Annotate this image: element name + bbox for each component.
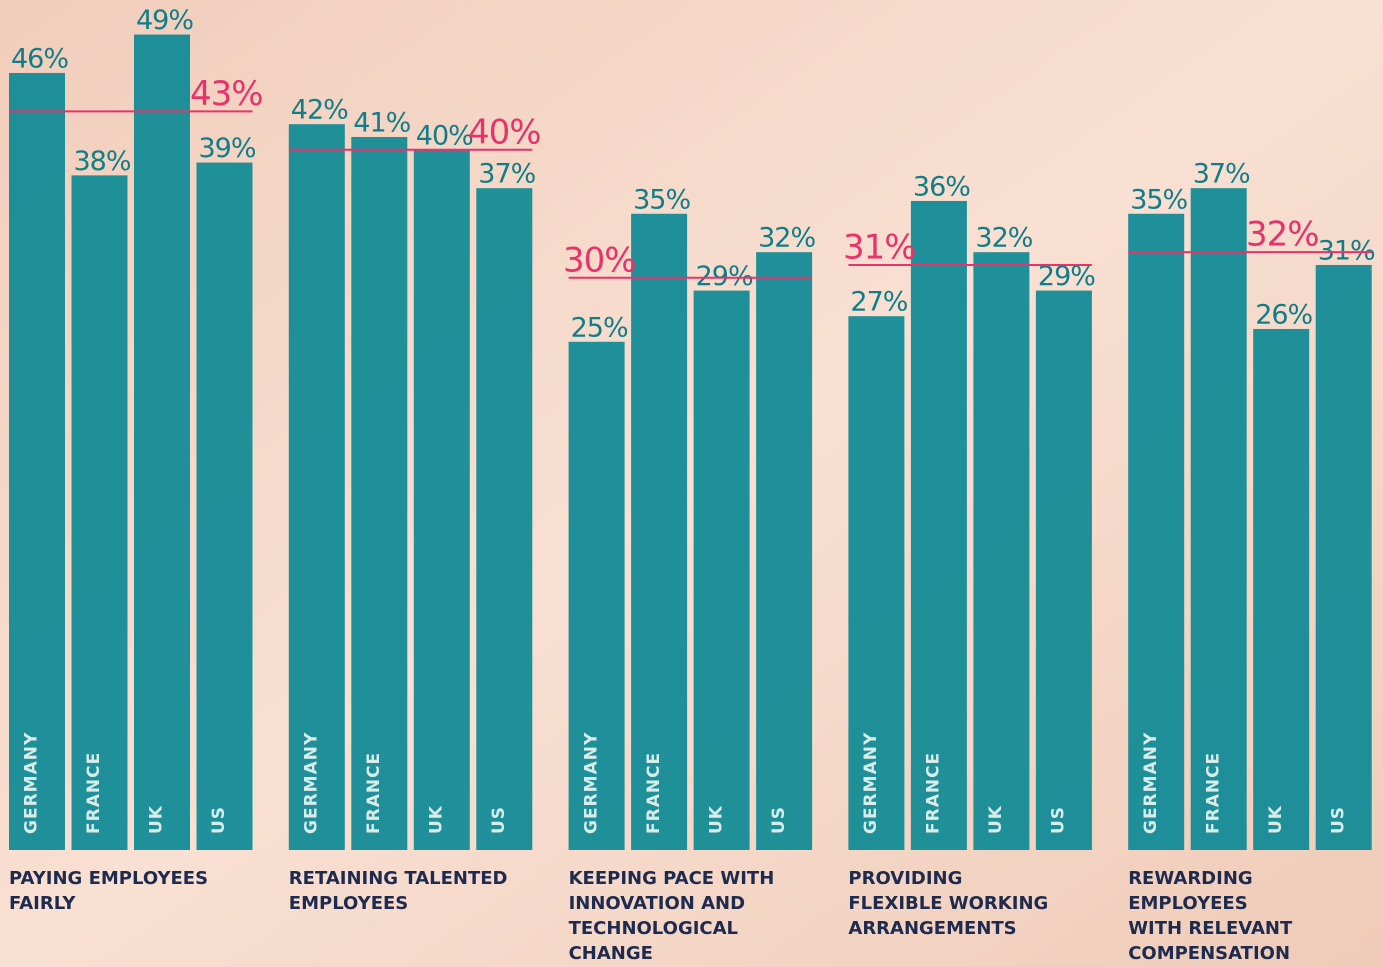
category-label: US <box>1049 806 1069 834</box>
bar <box>351 136 408 850</box>
category-label: GERMANY <box>861 732 881 834</box>
group-title: ARRANGEMENTS <box>848 918 1016 939</box>
bar <box>288 124 345 850</box>
value-label: 38% <box>74 146 131 177</box>
bar <box>134 34 190 851</box>
value-label: 35% <box>1130 184 1187 215</box>
group-title: WITH RELEVANT <box>1128 918 1293 939</box>
value-label: 35% <box>633 184 690 215</box>
category-label: FRANCE <box>644 752 664 834</box>
category-label: US <box>769 806 789 834</box>
bar <box>693 290 750 850</box>
group-title: INNOVATION AND <box>569 893 745 914</box>
bar <box>848 316 905 850</box>
category-label: UK <box>986 805 1006 834</box>
group-title: FAIRLY <box>9 893 76 914</box>
group-title: PROVIDING <box>848 868 962 889</box>
category-label: UK <box>427 805 447 834</box>
bar <box>9 72 65 851</box>
value-label: 41% <box>353 107 410 138</box>
category-label: GERMANY <box>302 732 322 834</box>
group-title: REWARDING <box>1128 868 1252 889</box>
group-title: CHANGE <box>569 943 653 964</box>
bar <box>71 175 128 850</box>
category-label: UK <box>706 805 726 834</box>
value-label: 29% <box>1038 261 1095 292</box>
bar <box>1128 213 1185 850</box>
group-title: TECHNOLOGICAL <box>569 918 738 939</box>
category-label: GERMANY <box>22 732 42 834</box>
average-label: 30% <box>563 240 636 280</box>
value-label: 37% <box>1193 159 1250 190</box>
bar <box>1190 188 1247 850</box>
group-title: EMPLOYEES <box>1128 893 1247 914</box>
group-title: RETAINING TALENTED <box>289 868 508 889</box>
value-label: 46% <box>11 43 68 74</box>
category-label: FRANCE <box>364 752 384 834</box>
bar <box>973 252 1030 851</box>
average-label: 31% <box>843 227 916 267</box>
value-label: 29% <box>696 261 753 292</box>
value-label: 37% <box>478 159 535 190</box>
category-label: GERMANY <box>1141 732 1161 834</box>
bar <box>196 162 253 850</box>
category-label: UK <box>147 805 167 834</box>
category-label: GERMANY <box>581 732 601 834</box>
value-label: 26% <box>1255 299 1312 330</box>
group-title: FLEXIBLE WORKING <box>848 893 1048 914</box>
bar <box>476 188 533 850</box>
value-label: 36% <box>913 171 970 202</box>
value-label: 39% <box>199 133 256 164</box>
value-label: 42% <box>291 95 348 126</box>
category-label: US <box>1328 806 1348 834</box>
value-label: 32% <box>975 223 1032 254</box>
category-label: UK <box>1266 805 1286 834</box>
category-label: FRANCE <box>924 752 944 834</box>
value-label: 31% <box>1318 235 1375 266</box>
average-label: 40% <box>468 112 541 152</box>
bar <box>1253 328 1310 850</box>
bar <box>910 200 967 851</box>
bar <box>756 252 813 851</box>
bar <box>1315 264 1372 850</box>
group-title: KEEPING PACE WITH <box>569 868 775 889</box>
group-title: COMPENSATION <box>1128 943 1290 964</box>
category-label: FRANCE <box>84 752 104 834</box>
group-title: PAYING EMPLOYEES <box>9 868 208 889</box>
value-label: 40% <box>416 120 473 151</box>
category-label: FRANCE <box>1203 752 1223 834</box>
category-label: US <box>209 806 229 834</box>
bar <box>1035 290 1092 850</box>
value-label: 25% <box>571 312 628 343</box>
bar <box>413 149 470 850</box>
average-label: 43% <box>190 74 263 114</box>
category-label: US <box>489 806 509 834</box>
value-label: 49% <box>136 5 193 36</box>
bar <box>568 341 625 850</box>
bar <box>631 213 688 850</box>
average-label: 32% <box>1246 215 1319 255</box>
value-label: 32% <box>758 223 815 254</box>
value-label: 27% <box>850 287 907 318</box>
group-title: EMPLOYEES <box>289 893 408 914</box>
